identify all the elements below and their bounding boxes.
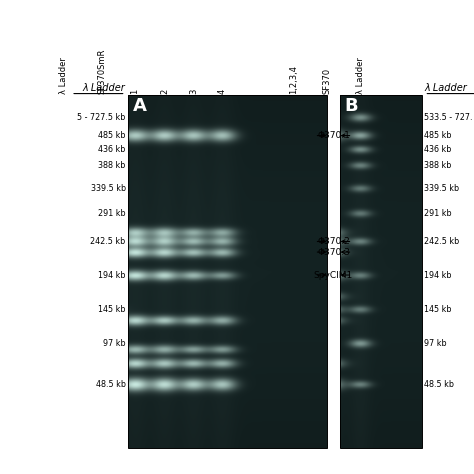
Text: 1,2,3,4: 1,2,3,4 [290, 65, 298, 94]
Text: 388 kb: 388 kb [424, 161, 452, 170]
Text: 4: 4 [218, 89, 227, 94]
Text: 194 kb: 194 kb [424, 271, 452, 280]
Text: 145 kb: 145 kb [424, 305, 452, 314]
Text: 1: 1 [131, 89, 139, 94]
Text: λ Ladder: λ Ladder [356, 57, 365, 94]
Text: 48.5 kb: 48.5 kb [424, 380, 455, 389]
Text: Φ370.2: Φ370.2 [317, 237, 350, 246]
Text: 242.5 kb: 242.5 kb [424, 237, 460, 246]
Text: 388 kb: 388 kb [98, 161, 126, 170]
Text: 145 kb: 145 kb [98, 305, 126, 314]
Text: A: A [133, 97, 146, 115]
Text: 3: 3 [190, 89, 198, 94]
Text: 2: 2 [160, 89, 169, 94]
Text: 194 kb: 194 kb [98, 271, 126, 280]
Text: 339.5 kb: 339.5 kb [91, 184, 126, 193]
Text: 291 kb: 291 kb [98, 209, 126, 218]
Text: 291 kb: 291 kb [424, 209, 452, 218]
Text: 97 kb: 97 kb [103, 339, 126, 348]
Bar [340, 95, 422, 448]
Text: 436 kb: 436 kb [98, 145, 126, 154]
Text: λ Ladder: λ Ladder [83, 82, 126, 92]
Text: 533.5 - 727.: 533.5 - 727. [424, 113, 473, 122]
Text: λ Ladder: λ Ladder [424, 82, 467, 92]
Text: 242.5 kb: 242.5 kb [91, 237, 126, 246]
Text: SF370: SF370 [323, 68, 331, 94]
Text: Φ370.1: Φ370.1 [317, 131, 350, 140]
Text: SF370SmR: SF370SmR [98, 49, 106, 94]
Text: λ Ladder: λ Ladder [60, 57, 68, 94]
Text: 48.5 kb: 48.5 kb [96, 380, 126, 389]
Text: 339.5 kb: 339.5 kb [424, 184, 459, 193]
Bar [128, 95, 327, 448]
Text: SpyCIM1: SpyCIM1 [314, 271, 353, 280]
Text: 5 - 727.5 kb: 5 - 727.5 kb [77, 113, 126, 122]
Text: 485 kb: 485 kb [424, 131, 452, 140]
Text: 485 kb: 485 kb [98, 131, 126, 140]
Text: B: B [345, 97, 358, 115]
Text: 436 kb: 436 kb [424, 145, 452, 154]
Text: Φ370.3: Φ370.3 [317, 247, 350, 256]
Text: 97 kb: 97 kb [424, 339, 447, 348]
